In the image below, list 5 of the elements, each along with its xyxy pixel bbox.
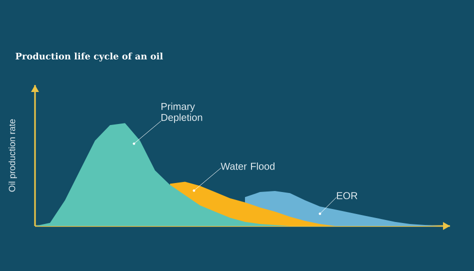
chart-title: Production life cycle of an oil: [16, 52, 163, 62]
y-axis-title: Oil production rate: [8, 119, 17, 192]
text: Primary Depletion: [162, 102, 202, 123]
text: Water Flood: [220, 162, 274, 170]
series-label: EOR: [336, 192, 358, 200]
